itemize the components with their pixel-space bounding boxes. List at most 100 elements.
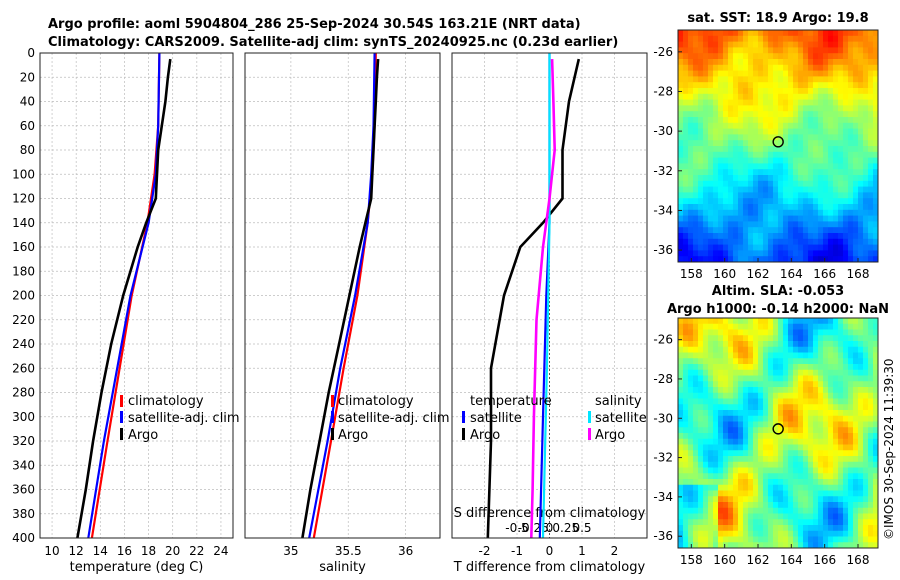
map-cell [793,221,799,228]
map-cell [788,513,794,520]
map-cell [843,352,849,359]
map-cell [808,369,814,376]
map-cell [798,364,804,371]
map-cell [788,198,794,205]
map-cell [703,536,709,543]
map-cell [753,244,759,251]
x-tick-label: 20 [165,544,180,558]
map-cell [688,180,694,187]
map-cell [778,369,784,376]
map-cell [698,47,704,54]
map-cell [743,542,749,549]
map-cell [728,346,734,353]
map-cell [778,163,784,170]
map-cell [753,484,759,491]
map-cell [713,381,719,388]
map-cell [718,479,724,486]
map-cell [718,369,724,376]
map-cell [843,502,849,509]
map-cell [698,381,704,388]
map-cell [788,410,794,417]
map-cell [853,427,859,434]
map-cell [828,88,834,95]
map-cell [703,496,709,503]
map-cell [828,117,834,124]
map-cell [713,169,719,176]
map-cell [848,122,854,129]
map-cell [698,53,704,60]
map-cell [798,93,804,100]
map-cell [868,53,874,60]
map-cell [823,175,829,182]
map-cell [683,507,689,514]
map-cell [688,346,694,353]
map-cell [763,41,769,48]
map-cell [793,502,799,509]
map-cell [818,456,824,463]
map-cell [843,70,849,77]
map-cell [738,151,744,158]
map-cell [708,140,714,147]
map-cell [868,163,874,170]
legend-label-satellite: satellite-adj. clim [128,411,240,426]
map-cell [733,369,739,376]
map-cell [858,117,864,124]
map-cell [708,507,714,514]
map-cell [823,519,829,526]
map-cell [833,70,839,77]
map-cell [698,244,704,251]
map-cell [713,507,719,514]
map-cell [833,513,839,520]
map-cell [823,157,829,164]
y-tick-label: 180 [12,264,35,278]
map-cell [758,410,764,417]
map-cell [693,352,699,359]
map-cell [863,496,869,503]
map-cell [718,404,724,411]
map-cell [723,467,729,474]
map-cell [703,404,709,411]
map-cell [828,227,834,234]
map-cell [743,421,749,428]
map-cell [828,59,834,66]
map-cell [748,392,754,399]
plot-frame [451,52,648,539]
map-cell [748,186,754,193]
map-cell [868,88,874,95]
map-cell [713,59,719,66]
map-cell [798,30,804,37]
map-cell [738,35,744,42]
map-cell [778,198,784,205]
map-cell [763,111,769,118]
map-cell [713,461,719,468]
map-cell [713,473,719,480]
map-cell [848,134,854,141]
map-cell [713,536,719,543]
map-cell [783,88,789,95]
map-cell [868,180,874,187]
map-cell [778,250,784,257]
map-cell [783,415,789,422]
map-cell [723,88,729,95]
map-cell [703,192,709,199]
map-cell [873,250,879,257]
map-cell [763,35,769,42]
map-cell [743,122,749,129]
map-cell [753,473,759,480]
map-cell [733,444,739,451]
map-cell [778,404,784,411]
map-cell [788,70,794,77]
map-cell [753,180,759,187]
map-cell [708,323,714,330]
map-cell [708,238,714,245]
map-cell [698,496,704,503]
map-cell [728,438,734,445]
map-cell [833,169,839,176]
map-cell [833,496,839,503]
map-cell [733,542,739,549]
map-cell [823,421,829,428]
map-cell [843,346,849,353]
map-cell [733,198,739,205]
map-cell [818,151,824,158]
map-cell [693,111,699,118]
